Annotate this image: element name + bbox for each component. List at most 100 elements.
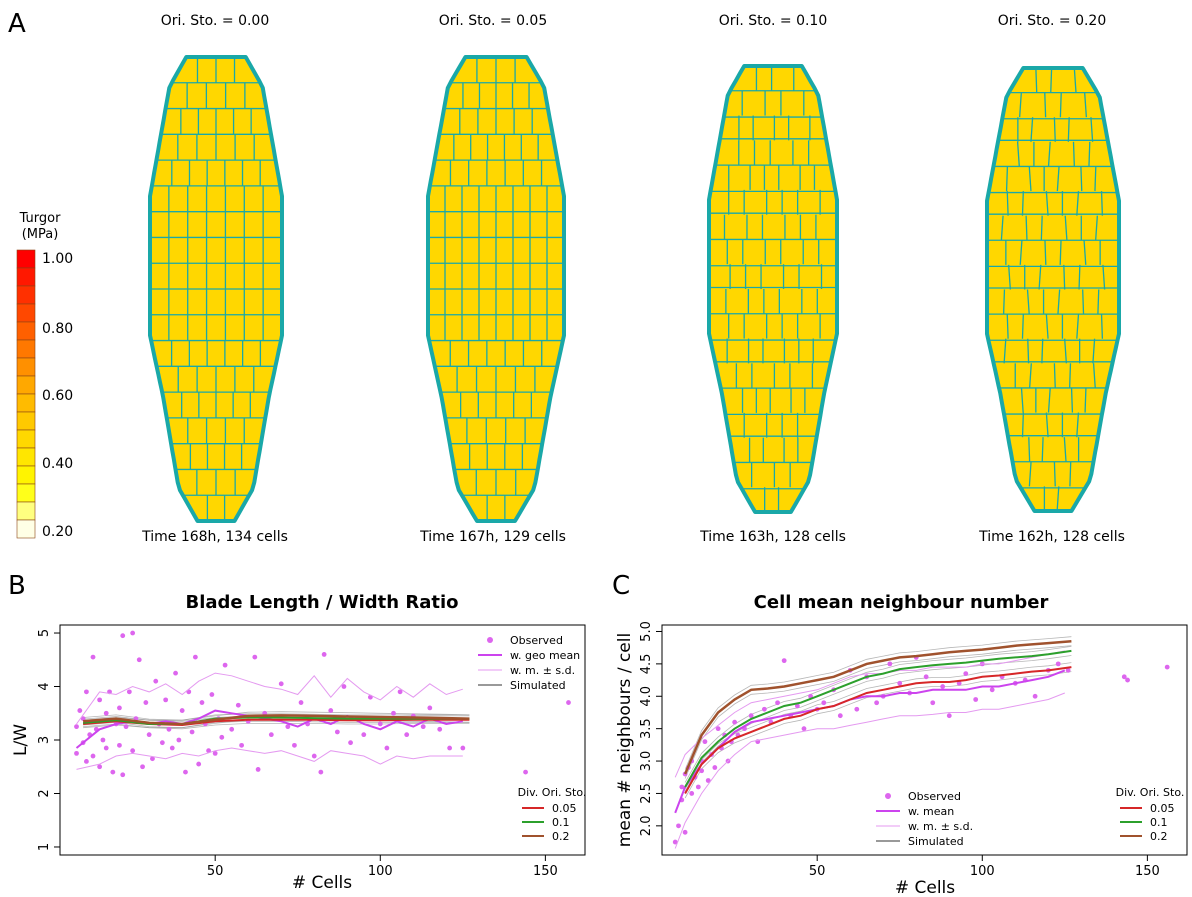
observed-point — [854, 706, 860, 712]
cell-wall — [1056, 486, 1060, 512]
cell-wall — [1063, 437, 1067, 462]
simulated-line-0.2 — [82, 714, 470, 726]
observed-point — [837, 713, 843, 719]
observed-point — [183, 769, 188, 775]
blade-sim-1 — [148, 55, 284, 523]
observed-point — [163, 697, 169, 703]
observed-point — [384, 745, 390, 751]
observed-point — [821, 700, 827, 706]
observed-point — [1065, 667, 1071, 673]
cell-wall — [1005, 166, 1009, 192]
cell-wall — [1050, 67, 1053, 93]
panel-letter-a: A — [8, 9, 26, 39]
simulated-line-0.2 — [683, 639, 1072, 775]
colorbar-swatch — [16, 249, 36, 269]
observed-point — [689, 791, 695, 796]
cell-wall — [1006, 314, 1009, 339]
colorbar-swatch — [16, 411, 36, 431]
cell-wall — [1073, 67, 1077, 93]
cell-wall — [1068, 363, 1072, 388]
y-tick-label: 2.5 — [639, 783, 654, 804]
observed-point — [150, 756, 155, 762]
cell-wall — [1057, 289, 1061, 315]
cell-wall — [1102, 264, 1106, 290]
observed-point — [252, 654, 258, 660]
cell-wall — [1094, 166, 1097, 192]
cell-wall — [1053, 363, 1056, 388]
observed-point — [199, 700, 205, 705]
colorbar-title-1: Turgor — [19, 211, 62, 226]
cell-wall — [1018, 92, 1022, 118]
observed-point — [166, 726, 172, 732]
y-tick-label: 3 — [37, 736, 52, 744]
observed-point — [255, 767, 261, 772]
colorbar-swatch — [16, 339, 36, 359]
observed-point — [923, 674, 929, 680]
observed-point — [80, 716, 86, 722]
observed-point — [120, 772, 126, 778]
observed-point — [1164, 664, 1170, 670]
cell-wall — [1008, 264, 1011, 290]
cell-wall — [1059, 92, 1062, 118]
y-tick-label: 4.0 — [639, 686, 654, 707]
colorbar-title-2: (MPa) — [22, 227, 59, 242]
simulated-band — [684, 645, 1072, 779]
sd-line — [674, 692, 1065, 849]
observed-point — [235, 702, 241, 708]
observed-point — [103, 710, 109, 716]
observed-point — [74, 750, 79, 756]
cell-wall — [1026, 289, 1030, 315]
sd-line — [76, 747, 463, 770]
turgor-colorbar — [16, 249, 36, 539]
observed-point — [676, 823, 681, 829]
observed-point — [77, 708, 83, 713]
cell-wall — [1027, 338, 1030, 364]
cell-wall — [1056, 166, 1060, 192]
chart-c-plot-area — [661, 624, 1188, 856]
legend2-label: 0.05 — [1150, 802, 1175, 815]
panel-letter-c: C — [612, 571, 630, 601]
observed-point — [90, 654, 96, 660]
colorbar-swatch — [16, 429, 36, 449]
simulated-band — [684, 646, 1072, 783]
cell-wall — [1092, 363, 1096, 388]
legend2-title: Div. Ori. Sto. — [518, 786, 587, 799]
observed-point — [989, 687, 995, 693]
observed-point — [123, 724, 129, 730]
colorbar-swatch — [16, 321, 36, 341]
simulated-line-0.05 — [684, 666, 1072, 794]
legend-label: Simulated — [510, 679, 566, 692]
cell-wall — [1000, 215, 1004, 241]
y-tick-label: 5 — [37, 629, 52, 637]
observed-point — [97, 764, 103, 770]
observed-point — [1032, 693, 1038, 699]
observed-point — [159, 740, 165, 746]
colorbar-swatch — [16, 501, 36, 521]
y-tick-label: 3.5 — [639, 718, 654, 739]
observed-point — [781, 658, 787, 664]
y-tick-label: 4 — [37, 682, 52, 690]
blade-sim-3 — [707, 64, 839, 514]
observed-point — [775, 700, 780, 706]
cell-wall — [1063, 264, 1066, 290]
observed-point — [361, 732, 367, 738]
colorbar-tick-5: 0.20 — [42, 524, 73, 540]
x-tick-label: 100 — [970, 864, 995, 879]
observed-point — [222, 662, 228, 668]
cell-wall — [1028, 166, 1032, 192]
observed-point — [219, 734, 225, 740]
observed-point — [682, 829, 688, 835]
observed-point — [946, 713, 952, 719]
observed-point — [1055, 661, 1061, 667]
colorbar-swatch — [16, 483, 36, 503]
observed-point — [140, 764, 145, 770]
observed-point — [679, 784, 685, 790]
observed-point — [794, 703, 800, 709]
observed-point — [146, 732, 152, 738]
observed-point — [278, 681, 284, 687]
observed-point — [930, 700, 936, 706]
legend-label: w. geo mean — [510, 649, 580, 662]
observed-point — [328, 708, 334, 713]
cell-wall — [1016, 141, 1020, 167]
cell-wall — [1020, 387, 1024, 413]
